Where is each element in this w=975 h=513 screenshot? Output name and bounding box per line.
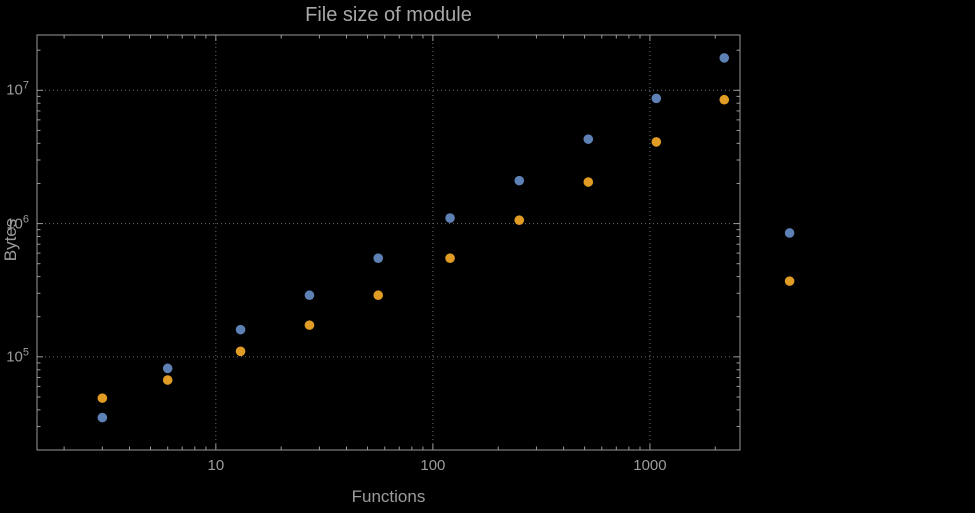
data-point-series-1 [373, 253, 384, 263]
data-point-series-2 [235, 346, 246, 357]
data-point-series-2 [784, 276, 795, 286]
data-point-series-2 [514, 215, 525, 226]
data-point-series-2 [162, 375, 173, 385]
data-point-series-1 [719, 53, 730, 63]
data-point-series-2 [583, 177, 594, 187]
data-point-series-1 [784, 228, 795, 238]
data-point-series-1 [235, 324, 246, 335]
data-point-series-2 [719, 94, 730, 105]
plot-frame [36, 34, 741, 451]
data-point-series-1 [445, 213, 455, 223]
data-point-series-2 [445, 253, 455, 263]
data-point-series-1 [304, 290, 315, 301]
data-point-series-1 [651, 93, 662, 104]
data-point-series-1 [514, 175, 525, 186]
data-point-series-2 [97, 393, 108, 403]
data-point-series-2 [304, 320, 315, 330]
chart-title: File size of module [305, 4, 472, 26]
x-axis-label: Functions [351, 487, 426, 506]
data-point-series-1 [583, 134, 594, 144]
data-point-series-1 [162, 363, 173, 374]
data-point-series-2 [373, 290, 384, 301]
data-point-series-2 [651, 137, 662, 147]
data-point-series-1 [97, 412, 108, 423]
